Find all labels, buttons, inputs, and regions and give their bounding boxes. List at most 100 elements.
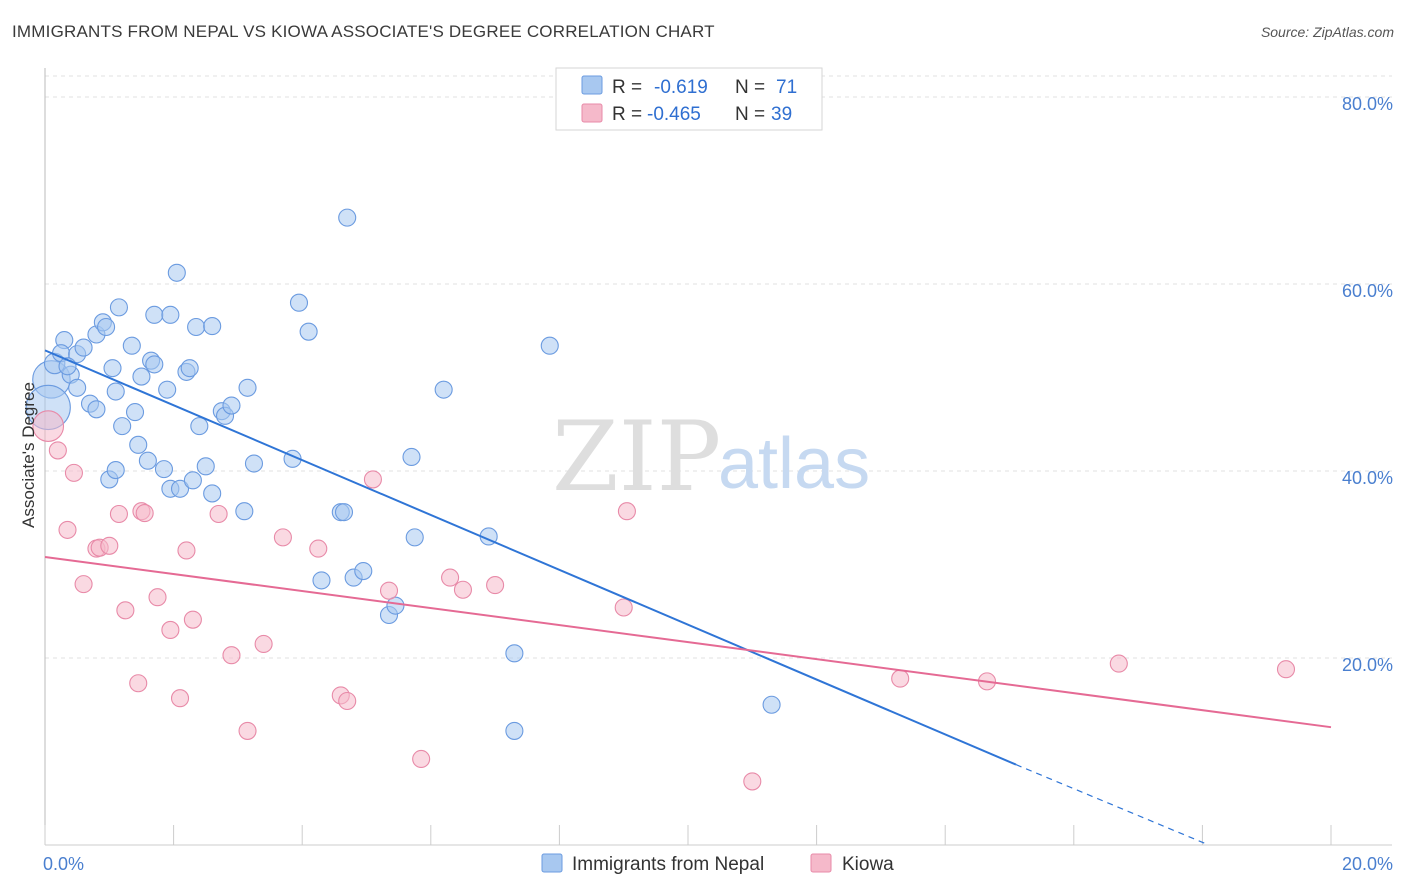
y-tick-label: 60.0% xyxy=(1342,281,1393,301)
nepal-point xyxy=(222,396,241,415)
stats-legend-n-label: N = xyxy=(735,77,765,98)
nepal-point xyxy=(103,359,122,378)
kiowa-point xyxy=(222,646,241,665)
kiowa-point xyxy=(743,772,762,791)
nepal-point xyxy=(289,293,309,312)
nepal-point xyxy=(338,208,357,227)
stats-legend-r-value: -0.465 xyxy=(647,104,701,125)
nepal-point xyxy=(505,644,524,663)
nepal-point xyxy=(540,336,559,355)
kiowa-point xyxy=(135,504,154,523)
nepal-point xyxy=(158,380,177,399)
nepal-point xyxy=(74,338,93,357)
nepal-point xyxy=(402,447,421,467)
nepal-point xyxy=(334,503,354,522)
kiowa-point xyxy=(614,598,633,617)
y-axis-label: Associate's Degree xyxy=(19,382,38,528)
nepal-point xyxy=(132,367,151,386)
watermark: ZIP atlas xyxy=(552,401,870,513)
nepal-point xyxy=(312,571,331,590)
nepal-point xyxy=(405,528,424,547)
kiowa-point xyxy=(74,575,93,594)
nepal-point xyxy=(161,305,180,324)
kiowa-point xyxy=(338,691,357,711)
kiowa-point xyxy=(116,601,135,620)
nepal-point xyxy=(87,400,106,419)
nepal-point xyxy=(196,457,215,476)
kiowa-point xyxy=(58,520,77,539)
nepal-point xyxy=(113,417,132,436)
nepal-point xyxy=(238,378,257,397)
nepal-point xyxy=(125,403,145,422)
nepal-point xyxy=(68,378,87,397)
kiowa-point xyxy=(379,581,399,600)
kiowa-point xyxy=(1276,660,1296,679)
nepal-trend-line xyxy=(44,349,1017,766)
stats-legend-n-label: N = xyxy=(735,104,765,125)
kiowa-point xyxy=(32,410,65,442)
nepal-point xyxy=(154,460,174,479)
nepal-point xyxy=(129,435,148,454)
nepal-point xyxy=(138,451,157,470)
nepal-point xyxy=(145,355,164,374)
nepal-point xyxy=(235,502,254,521)
y-tick-label: 80.0% xyxy=(1342,94,1393,114)
nepal-point xyxy=(106,382,125,401)
y-tick-label: 40.0% xyxy=(1342,468,1393,488)
nepal-point xyxy=(167,263,186,282)
nepal-point xyxy=(354,561,373,581)
kiowa-point xyxy=(161,620,180,640)
kiowa-point xyxy=(363,470,382,489)
kiowa-point xyxy=(486,576,505,595)
chart-title: IMMIGRANTS FROM NEPAL VS KIOWA ASSOCIATE… xyxy=(12,22,715,41)
nepal-point xyxy=(180,359,199,378)
nepal-point xyxy=(386,596,405,615)
nepal-point xyxy=(434,380,453,399)
nepal-point xyxy=(244,454,264,473)
nepal-point xyxy=(106,461,125,480)
axes-layer: 20.0% 40.0% 60.0% 80.0% 0.0% 20.0% xyxy=(43,68,1393,874)
nepal-point xyxy=(187,317,206,337)
kiowa-point xyxy=(209,504,228,524)
nepal-point xyxy=(97,317,116,337)
nepal-point xyxy=(122,336,141,355)
stats-legend-n-value: 71 xyxy=(776,77,797,98)
kiowa-point xyxy=(177,541,196,560)
stats-legend-r-label: R = xyxy=(612,77,642,98)
points-layer xyxy=(25,208,1296,791)
kiowa-point xyxy=(309,539,328,558)
bottom-legend: Immigrants from Nepal Kiowa xyxy=(541,853,894,875)
stats-legend-swatch-nepal xyxy=(581,75,603,95)
bottom-legend-swatch-nepal xyxy=(541,853,563,873)
kiowa-point xyxy=(148,588,167,607)
kiowa-point xyxy=(238,721,257,740)
nepal-point xyxy=(183,471,202,490)
x-tick-label: 20.0% xyxy=(1342,854,1393,874)
nepal-point xyxy=(762,695,781,714)
nepal-point xyxy=(203,317,222,336)
watermark-atlas: atlas xyxy=(718,424,870,504)
nepal-point xyxy=(190,417,209,436)
stats-legend-r-value: -0.619 xyxy=(654,77,708,98)
kiowa-point xyxy=(1109,654,1128,673)
kiowa-point xyxy=(453,580,473,599)
kiowa-point xyxy=(100,536,119,555)
kiowa-point xyxy=(109,504,128,524)
grid-layer xyxy=(45,75,1392,659)
kiowa-trend-line xyxy=(44,556,1332,729)
nepal-point xyxy=(145,305,164,324)
nepal-point xyxy=(203,484,222,503)
kiowa-point xyxy=(64,463,83,482)
kiowa-point xyxy=(273,528,292,547)
kiowa-point xyxy=(891,669,910,688)
x-tick-label: 0.0% xyxy=(43,854,84,874)
nepal-trend-extension xyxy=(1015,764,1210,846)
watermark-zip: ZIP xyxy=(552,401,721,513)
kiowa-point xyxy=(617,502,636,521)
source-credit: Source: ZipAtlas.com xyxy=(1260,24,1394,40)
kiowa-point xyxy=(412,749,431,769)
nepal-point xyxy=(170,479,190,498)
kiowa-point xyxy=(48,441,67,460)
nepal-point xyxy=(505,721,524,740)
kiowa-point xyxy=(129,674,148,693)
